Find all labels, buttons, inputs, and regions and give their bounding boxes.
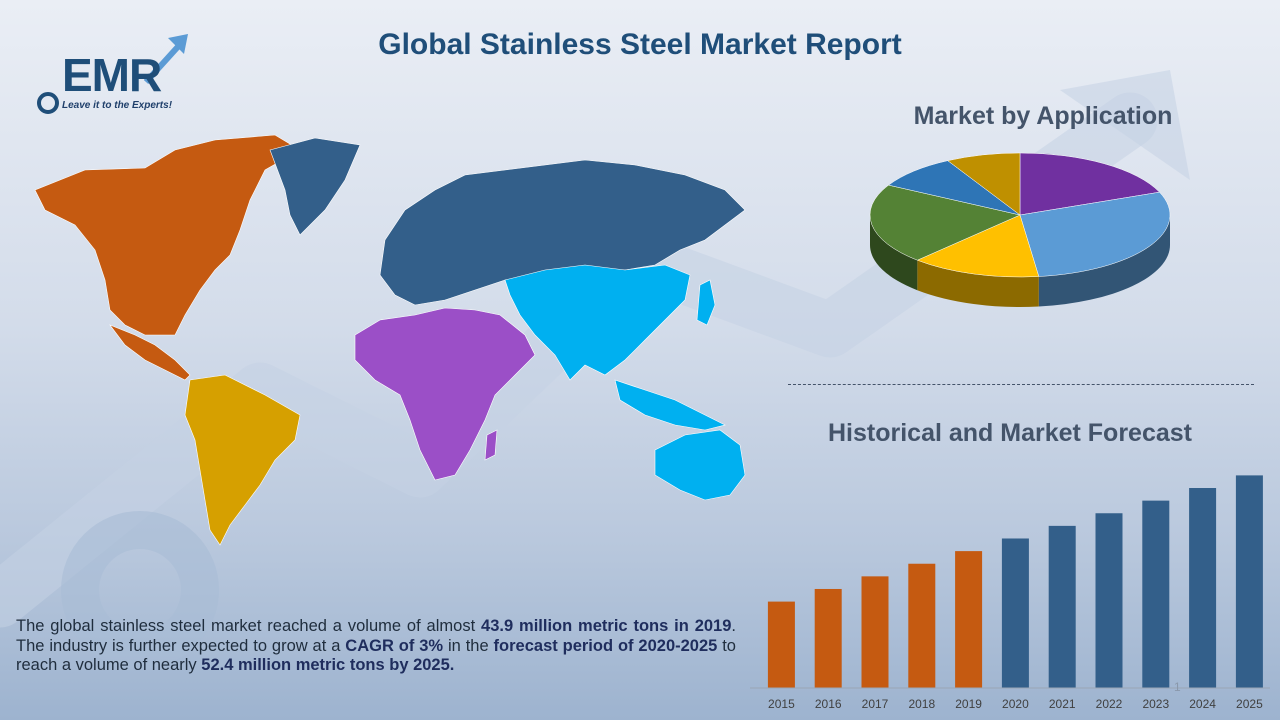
bar-2020 [1001, 538, 1029, 688]
logo-arrow-icon [37, 34, 188, 114]
forecast-bar-chart: 2015 2016 2017 2018 2019 2020 2021 2022 2023 2024… [750, 475, 1270, 711]
summary-highlight: 52.4 million metric tons by 2025. [201, 656, 455, 674]
south-east-asia-region [614, 379, 726, 431]
x-tick-label: 2020 [1002, 697, 1029, 711]
x-tick-label: 2017 [862, 697, 889, 711]
page-title: Global Stainless Steel Market Report [378, 28, 902, 61]
australia-region [654, 429, 746, 501]
x-tick-label: 2015 [768, 697, 795, 711]
bar-2018 [908, 563, 936, 688]
pie-slice [869, 184, 1021, 261]
bar-2021 [1048, 525, 1076, 688]
logo-tagline: Leave it to the Experts! [62, 100, 173, 111]
x-tick-label: 2023 [1142, 697, 1169, 711]
bar-2025 [1235, 475, 1263, 688]
europe-russia-region [379, 159, 746, 306]
bar-2019 [955, 551, 983, 688]
logo-text: EMR [62, 49, 162, 101]
x-tick-label: 2025 [1236, 697, 1263, 711]
bar-2015 [767, 601, 795, 688]
bar-2022 [1095, 513, 1123, 688]
x-tick-label: 2024 [1189, 697, 1216, 711]
bar-2016 [814, 588, 842, 688]
page-number: 1 [1174, 680, 1181, 694]
pie-chart-title: Market by Application [913, 102, 1173, 130]
summary-text: to reach a volume of nearly [16, 636, 736, 675]
x-tick-label: 2022 [1096, 697, 1123, 711]
summary-highlight: 43.9 million metric tons in 2019 [481, 617, 732, 635]
madagascar-region [484, 429, 498, 461]
africa-middle-east-region [354, 307, 536, 481]
x-tick-label: 2019 [955, 697, 982, 711]
bar-chart-title: Historical and Market Forecast [827, 419, 1192, 447]
summary-highlight: CAGR of 3% [345, 636, 444, 655]
bar-2023 [1142, 500, 1170, 688]
emr-logo: EMR Leave it to the Experts! [34, 30, 194, 120]
latin-america-region [184, 374, 301, 546]
bar-2024 [1189, 488, 1217, 688]
summary-highlight: forecast period of 2020-2025 [493, 636, 718, 655]
summary-paragraph: The global stainless steel market reache… [16, 617, 736, 676]
pie-slice-side [1038, 215, 1170, 307]
x-tick-label: 2016 [815, 697, 842, 711]
application-pie-chart [869, 152, 1171, 307]
x-tick-label: 2018 [908, 697, 935, 711]
pie-slice-side [870, 215, 918, 291]
north-america-region [34, 134, 301, 336]
summary-text: . The industry is further expected to gr… [16, 617, 736, 655]
bar-2017 [861, 576, 889, 688]
pie-slice [887, 160, 1021, 216]
summary-text: in the [443, 636, 494, 655]
pie-slice-side [917, 260, 1039, 307]
summary-text: The global stainless steel market reache… [16, 617, 482, 635]
pie-slice [1019, 191, 1171, 277]
greenland-region [269, 137, 361, 236]
pie-slice [916, 214, 1040, 278]
asia-pacific-region [504, 264, 691, 381]
pie-slice [1019, 152, 1160, 216]
section-divider [788, 384, 1254, 385]
x-tick-label: 2021 [1049, 697, 1076, 711]
central-america-region [109, 324, 191, 381]
world-map [34, 134, 746, 546]
pie-slice [947, 152, 1021, 216]
japan-region [696, 279, 716, 326]
